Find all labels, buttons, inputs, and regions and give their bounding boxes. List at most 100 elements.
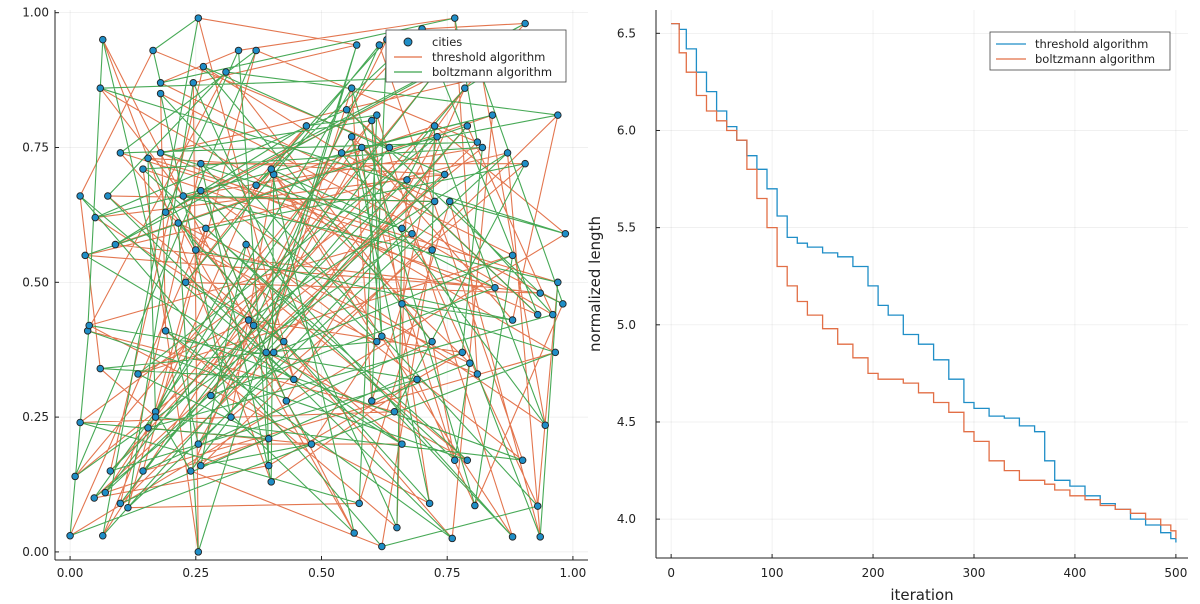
city-point — [451, 456, 459, 464]
city-point — [222, 68, 230, 76]
city-point — [99, 531, 107, 540]
city-point — [430, 122, 439, 130]
legend-cities-marker — [403, 37, 413, 47]
right-x-tick-label: 400 — [1063, 566, 1086, 580]
left-legend-box — [385, 29, 567, 83]
city-point — [347, 84, 356, 92]
right-y-tick-label: 4.5 — [617, 415, 636, 429]
left-panel-city-map: 0.00 0.25 0.50 0.75 1.00 0.00 0.25 0.50 0.75 1.00… — [22, 6, 588, 580]
right-tick-labels: 0 100 200 300 400 500 4.0 4.5 5.0 5.5 6.0 6.5 — [617, 26, 1187, 580]
city-point — [347, 132, 356, 141]
city-point — [533, 310, 542, 319]
city-point — [290, 375, 298, 384]
city-point — [71, 472, 79, 481]
city-point — [76, 418, 84, 427]
city-point — [252, 46, 260, 55]
city-point — [433, 132, 441, 141]
city-point — [375, 41, 384, 49]
city-point — [378, 542, 386, 551]
city-point — [448, 534, 456, 543]
city-point — [458, 348, 467, 357]
left-legend-label: threshold algorithm — [432, 50, 545, 64]
right-panel-length-plot: 0 100 200 300 400 500 4.0 4.5 5.0 5.5 6.0 6.5 itera… — [586, 10, 1188, 604]
city-point — [430, 197, 439, 206]
city-point — [352, 41, 361, 49]
city-point — [463, 122, 472, 130]
city-point — [428, 337, 436, 346]
city-point — [357, 143, 366, 152]
city-point — [144, 424, 152, 432]
left-legend-label: boltzmann algorithm — [432, 65, 552, 79]
city-point — [161, 327, 170, 335]
city-point — [124, 503, 132, 512]
city-point — [521, 159, 529, 168]
city-point — [440, 170, 449, 179]
city-point — [116, 149, 125, 157]
right-y-tick-label: 5.5 — [617, 221, 636, 235]
city-point — [202, 224, 210, 233]
city-point — [104, 192, 112, 200]
city-point — [197, 159, 205, 168]
city-point — [149, 46, 157, 55]
city-point — [403, 176, 411, 184]
city-point — [280, 337, 288, 346]
right-x-tick-label: 200 — [862, 566, 885, 580]
city-point — [445, 197, 454, 206]
city-point — [197, 461, 205, 470]
city-point — [264, 434, 273, 443]
city-point — [90, 494, 98, 502]
city-point — [451, 14, 459, 22]
city-point — [533, 502, 542, 510]
right-y-tick-label: 4.0 — [617, 512, 636, 526]
city-point — [398, 300, 406, 308]
left-x-tick-label: 0.00 — [57, 566, 84, 580]
city-point — [99, 35, 107, 44]
right-axes — [655, 10, 1188, 559]
city-point — [503, 149, 512, 157]
city-point — [508, 251, 517, 260]
left-y-tick-label: 0.25 — [22, 410, 49, 424]
city-point — [161, 208, 170, 216]
city-point — [561, 230, 570, 238]
city-point — [101, 488, 110, 497]
city-point — [106, 467, 115, 475]
left-x-tick-label: 0.50 — [308, 566, 335, 580]
city-point — [244, 316, 253, 324]
city-point — [249, 321, 258, 330]
city-point — [554, 111, 562, 119]
city-point — [508, 533, 517, 541]
city-point — [264, 461, 273, 470]
city-point — [408, 230, 416, 238]
city-point — [134, 370, 142, 378]
city-point — [425, 499, 434, 508]
city-point — [551, 348, 560, 357]
city-point — [66, 531, 74, 540]
city-point — [194, 14, 203, 22]
city-point — [466, 359, 474, 367]
city-point — [194, 548, 203, 556]
city-point — [156, 79, 165, 87]
city-point — [554, 278, 562, 287]
city-point — [393, 523, 401, 532]
city-point — [368, 116, 376, 125]
left-y-tick-label: 1.00 — [22, 6, 49, 20]
city-point — [181, 278, 190, 287]
city-point — [197, 186, 205, 195]
city-point — [267, 478, 275, 486]
city-point — [461, 84, 469, 92]
city-point — [368, 397, 376, 405]
city-point — [337, 149, 346, 157]
city-point — [559, 300, 567, 308]
city-point — [144, 154, 152, 163]
city-point — [111, 240, 120, 249]
city-point — [428, 246, 436, 254]
right-gridlines — [656, 10, 1188, 558]
right-series-lines — [671, 22, 1177, 543]
city-point — [473, 370, 482, 378]
right-x-tick-label: 0 — [667, 566, 675, 580]
city-point — [413, 375, 421, 384]
city-point — [81, 251, 89, 260]
city-point — [96, 84, 105, 92]
city-point — [194, 440, 203, 448]
